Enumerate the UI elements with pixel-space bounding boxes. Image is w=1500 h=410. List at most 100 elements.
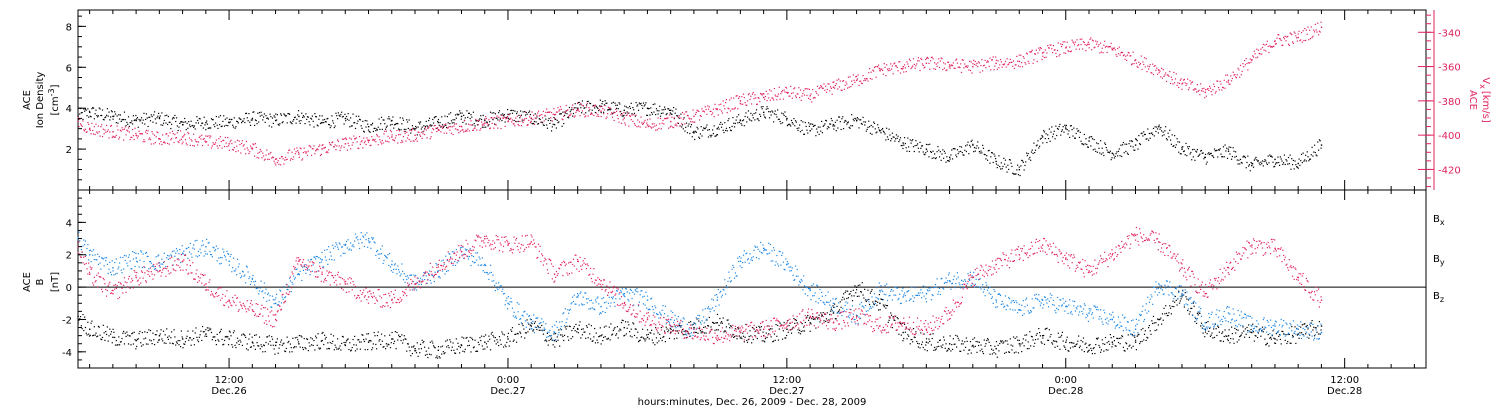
bx-series-point [371,347,374,349]
density-series-point [1030,151,1033,153]
bx-series-point [167,338,169,340]
density-series-point [1177,141,1179,143]
density-series-point [698,136,700,138]
speed-series-point [666,117,668,120]
speed-series-point [363,137,365,139]
speed-series-point [441,125,443,128]
bx-series-point [732,333,734,336]
speed-series-point [874,66,876,68]
density-series-point [1095,142,1098,144]
bx-series-point [1095,337,1098,340]
density-series-point [1164,130,1166,132]
bx-series-point [1000,341,1002,343]
bx-series-point [834,303,836,305]
density-series-point [159,115,161,117]
speed-series-point [714,103,716,105]
by-series-point [204,250,206,252]
density-series-point [577,107,579,109]
by-series-point [195,255,197,257]
density-series-point [1241,162,1243,164]
speed-series-point [687,115,689,117]
speed-series-point [1226,81,1228,83]
speed-series-point [1179,79,1181,81]
bx-series-point [673,338,675,340]
bx-series-point [642,337,645,339]
density-series-point [722,129,724,131]
speed-series-point [406,137,409,139]
speed-series-point [1251,59,1253,61]
bx-series-point [670,328,672,330]
speed-series-point [138,130,140,132]
speed-series-point [763,93,765,95]
density-series-point [467,116,469,118]
speed-series-point [1064,41,1066,43]
density-series-point [1209,152,1212,155]
density-series-point [886,127,888,129]
density-series-point [272,122,274,124]
speed-series-point [1278,37,1281,40]
density-series-point [1016,169,1018,171]
density-series-point [1245,167,1247,169]
bx-series-point [161,338,163,340]
density-series-point [411,128,413,131]
bx-series-point [1235,332,1237,334]
speed-series-point [292,158,294,161]
density-series-point [165,122,167,124]
bx-series-point [278,347,280,349]
speed-series-point [1153,65,1155,67]
speed-series-point [901,68,903,70]
bx-series-point [1111,341,1114,343]
speed-series-point [522,121,524,124]
speed-series-point [870,71,872,73]
speed-series-point [626,114,628,116]
bx-series-point [274,344,277,347]
density-series-point [1312,155,1314,157]
bx-series-point [943,336,945,338]
bx-series-point [708,316,710,319]
speed-series-point [371,139,374,141]
density-series-point [1225,150,1227,152]
speed-series-point [619,111,621,113]
speed-series-point [922,64,924,67]
bx-series-point [1285,334,1287,336]
density-series-point [1122,141,1124,144]
speed-series-point [175,137,178,139]
density-series-point [1181,148,1183,150]
speed-series-point [651,123,653,125]
bx-series-point [460,344,462,346]
bx-series-point [1100,351,1102,353]
bx-series-point [675,330,677,332]
bx-series-point [747,338,749,341]
speed-series-point [795,96,797,98]
bx-series-point [307,349,309,352]
speed-series-point [871,78,873,80]
bx-series-point [141,331,143,334]
bx-series-point [403,335,405,337]
speed-series-point [1091,39,1094,41]
bx-series-point [715,322,717,324]
bx-series-point [749,330,751,332]
density-series-point [338,114,340,117]
density-series-point [1027,152,1029,155]
bx-series-point [380,333,383,335]
speed-series-point [1166,74,1168,76]
speed-series-point [361,140,363,142]
bx-series-point [1202,332,1204,334]
speed-series-point [658,127,660,130]
by-series-point [530,322,533,324]
speed-series-point [1241,70,1243,73]
bx-series-point [786,320,789,322]
density-series-point [262,119,264,121]
bx-series-point [336,348,338,350]
by-series-point [190,253,192,255]
bx-series-point [1165,312,1168,314]
bx-series-point [627,321,629,323]
speed-series-point [528,119,530,122]
density-series-point [1187,148,1190,150]
speed-series-point [629,115,631,117]
speed-series-point [1095,43,1098,45]
by-series-point [1041,299,1044,301]
speed-series-point [804,88,806,90]
bx-series-point [129,335,131,337]
speed-series-point [865,77,867,80]
